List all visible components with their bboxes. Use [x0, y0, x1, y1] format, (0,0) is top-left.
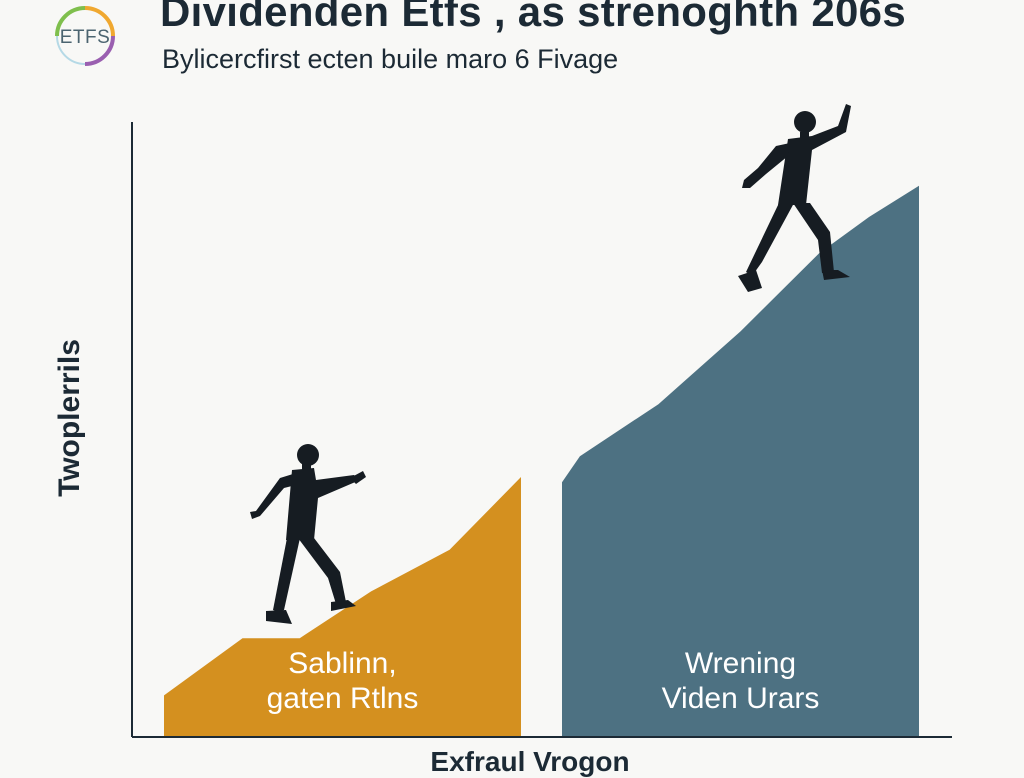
area-series-1	[164, 477, 521, 737]
series-2-label-line-2: Viden Urars	[662, 682, 820, 715]
chart-title: Dividenden Etfs , as strenoghth 206s	[160, 0, 906, 35]
series-1-label-line-1: Sablinn,	[288, 647, 396, 680]
area-series-group	[164, 185, 919, 738]
etfs-logo: ETFS	[50, 0, 120, 72]
series-2-label-line-1: Wrening	[685, 647, 796, 680]
logo-ring-icon	[55, 6, 115, 66]
logo-text: ETFS	[59, 27, 111, 48]
climbing-man-icon-large	[738, 104, 851, 292]
series-1-label-line-2: gaten Rtlns	[267, 682, 419, 715]
y-axis-label: Twoplerrils	[53, 339, 86, 497]
x-axis-label: Exfraul Vrogon	[430, 746, 630, 777]
chart-subtitle: Bylicercfirst ecten buile maro 6 Fivage	[162, 44, 619, 74]
climbing-man-icon-small	[250, 444, 366, 624]
area-series-2	[562, 185, 919, 738]
